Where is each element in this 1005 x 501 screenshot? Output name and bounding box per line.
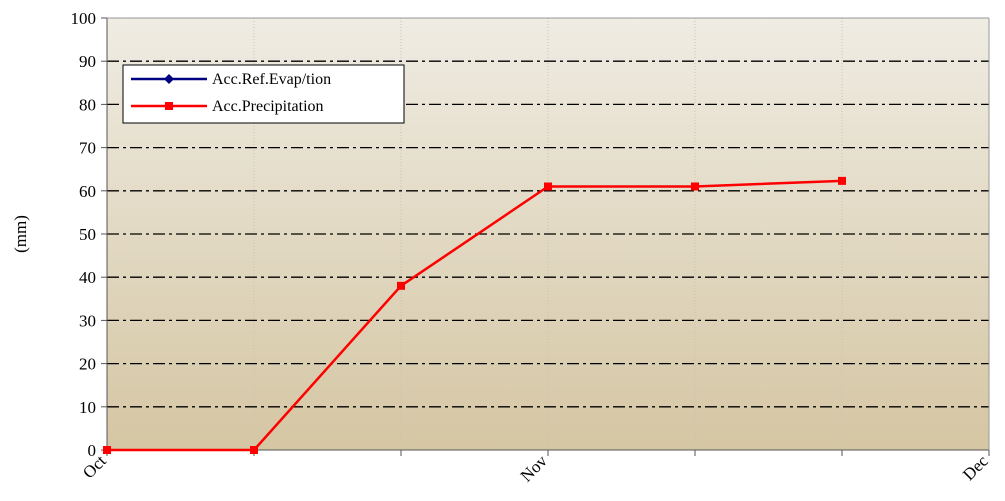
x-tick-labels: Oct Nov Dec bbox=[79, 451, 992, 485]
data-point bbox=[691, 182, 699, 191]
legend: Acc.Ref.Evap/tion Acc.Precipitation bbox=[122, 64, 405, 124]
series-line bbox=[107, 179, 843, 452]
y-tick-label: 90 bbox=[79, 52, 96, 71]
y-tick-label: 50 bbox=[79, 225, 96, 244]
data-point bbox=[103, 446, 111, 454]
y-tick-label: 30 bbox=[79, 311, 96, 330]
y-tick-labels: 0 10 20 30 40 50 60 70 80 90 100 bbox=[71, 9, 97, 460]
legend-box bbox=[122, 64, 405, 124]
series-group bbox=[103, 176, 846, 454]
y-axis-title: (mm) bbox=[11, 215, 30, 253]
y-tick-label: 80 bbox=[79, 95, 96, 114]
legend-marker bbox=[165, 102, 173, 110]
y-tick-label: 60 bbox=[79, 182, 96, 201]
x-tick-label: Dec bbox=[959, 451, 992, 484]
x-tick-label: Oct bbox=[79, 451, 110, 482]
y-tick-label: 40 bbox=[79, 268, 96, 287]
legend-label: Acc.Ref.Evap/tion bbox=[212, 71, 331, 88]
y-tick-label: 100 bbox=[71, 9, 97, 28]
data-point bbox=[397, 281, 405, 290]
data-point bbox=[838, 176, 846, 185]
legend-marker bbox=[164, 74, 174, 84]
y-tick-label: 70 bbox=[79, 139, 96, 158]
x-tick-label: Nov bbox=[517, 451, 551, 485]
y-tick-label: 10 bbox=[79, 398, 96, 417]
y-tick-label: 20 bbox=[79, 355, 96, 374]
data-point bbox=[250, 446, 258, 454]
y-tick-label: 0 bbox=[88, 441, 97, 460]
data-point bbox=[544, 182, 552, 191]
legend-label: Acc.Precipitation bbox=[212, 98, 324, 115]
